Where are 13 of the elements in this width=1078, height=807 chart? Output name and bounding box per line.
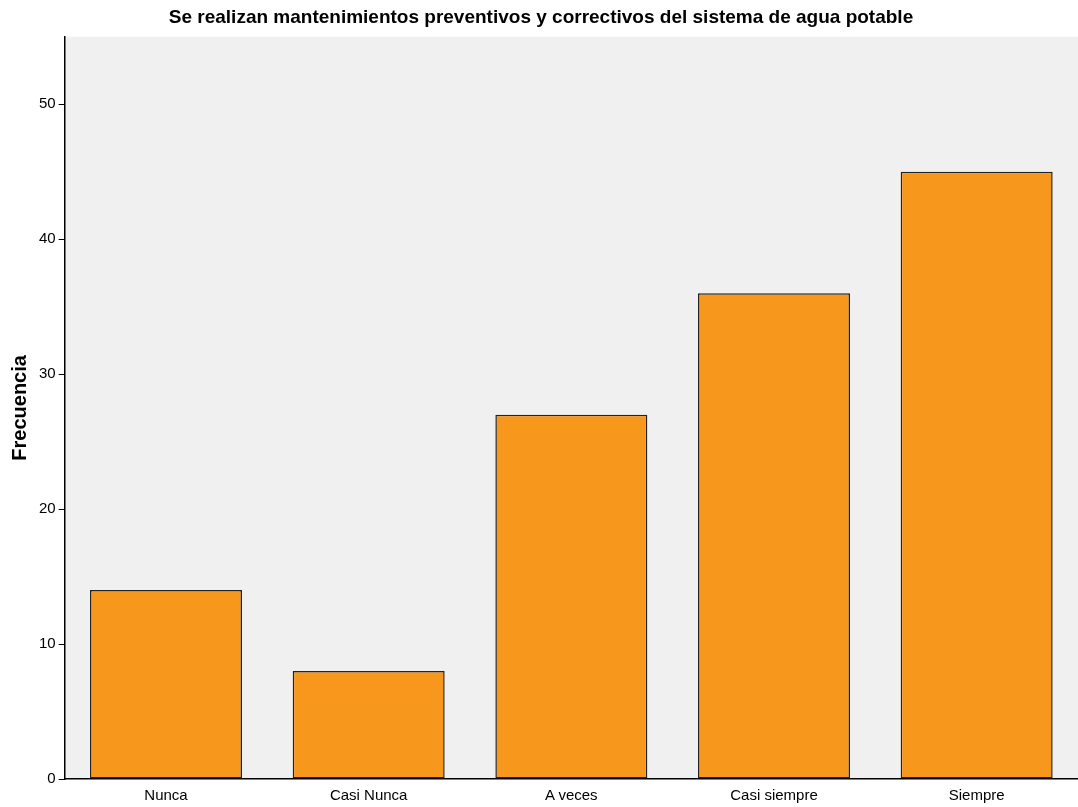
x-tick-label: A veces [545,786,598,804]
y-tick-label: 0 [47,769,56,787]
y-tick-label: 10 [39,634,56,652]
x-tick-label: Siempre [948,786,1005,804]
y-tick-label: 50 [39,94,56,112]
y-tick-label: 20 [39,499,56,517]
y-tick-label: 40 [39,229,56,247]
y-tick-label: 30 [39,364,56,382]
chart-title: Se realizan mantenimientos preventivos y correctivos del sistema de agua potable [168,5,914,27]
x-tick-label: Nunca [144,786,189,804]
x-tick-label: Casi siempre [730,786,818,804]
x-tick-label: Casi Nunca [329,786,409,804]
y-axis-title: Frecuencia [7,354,30,461]
